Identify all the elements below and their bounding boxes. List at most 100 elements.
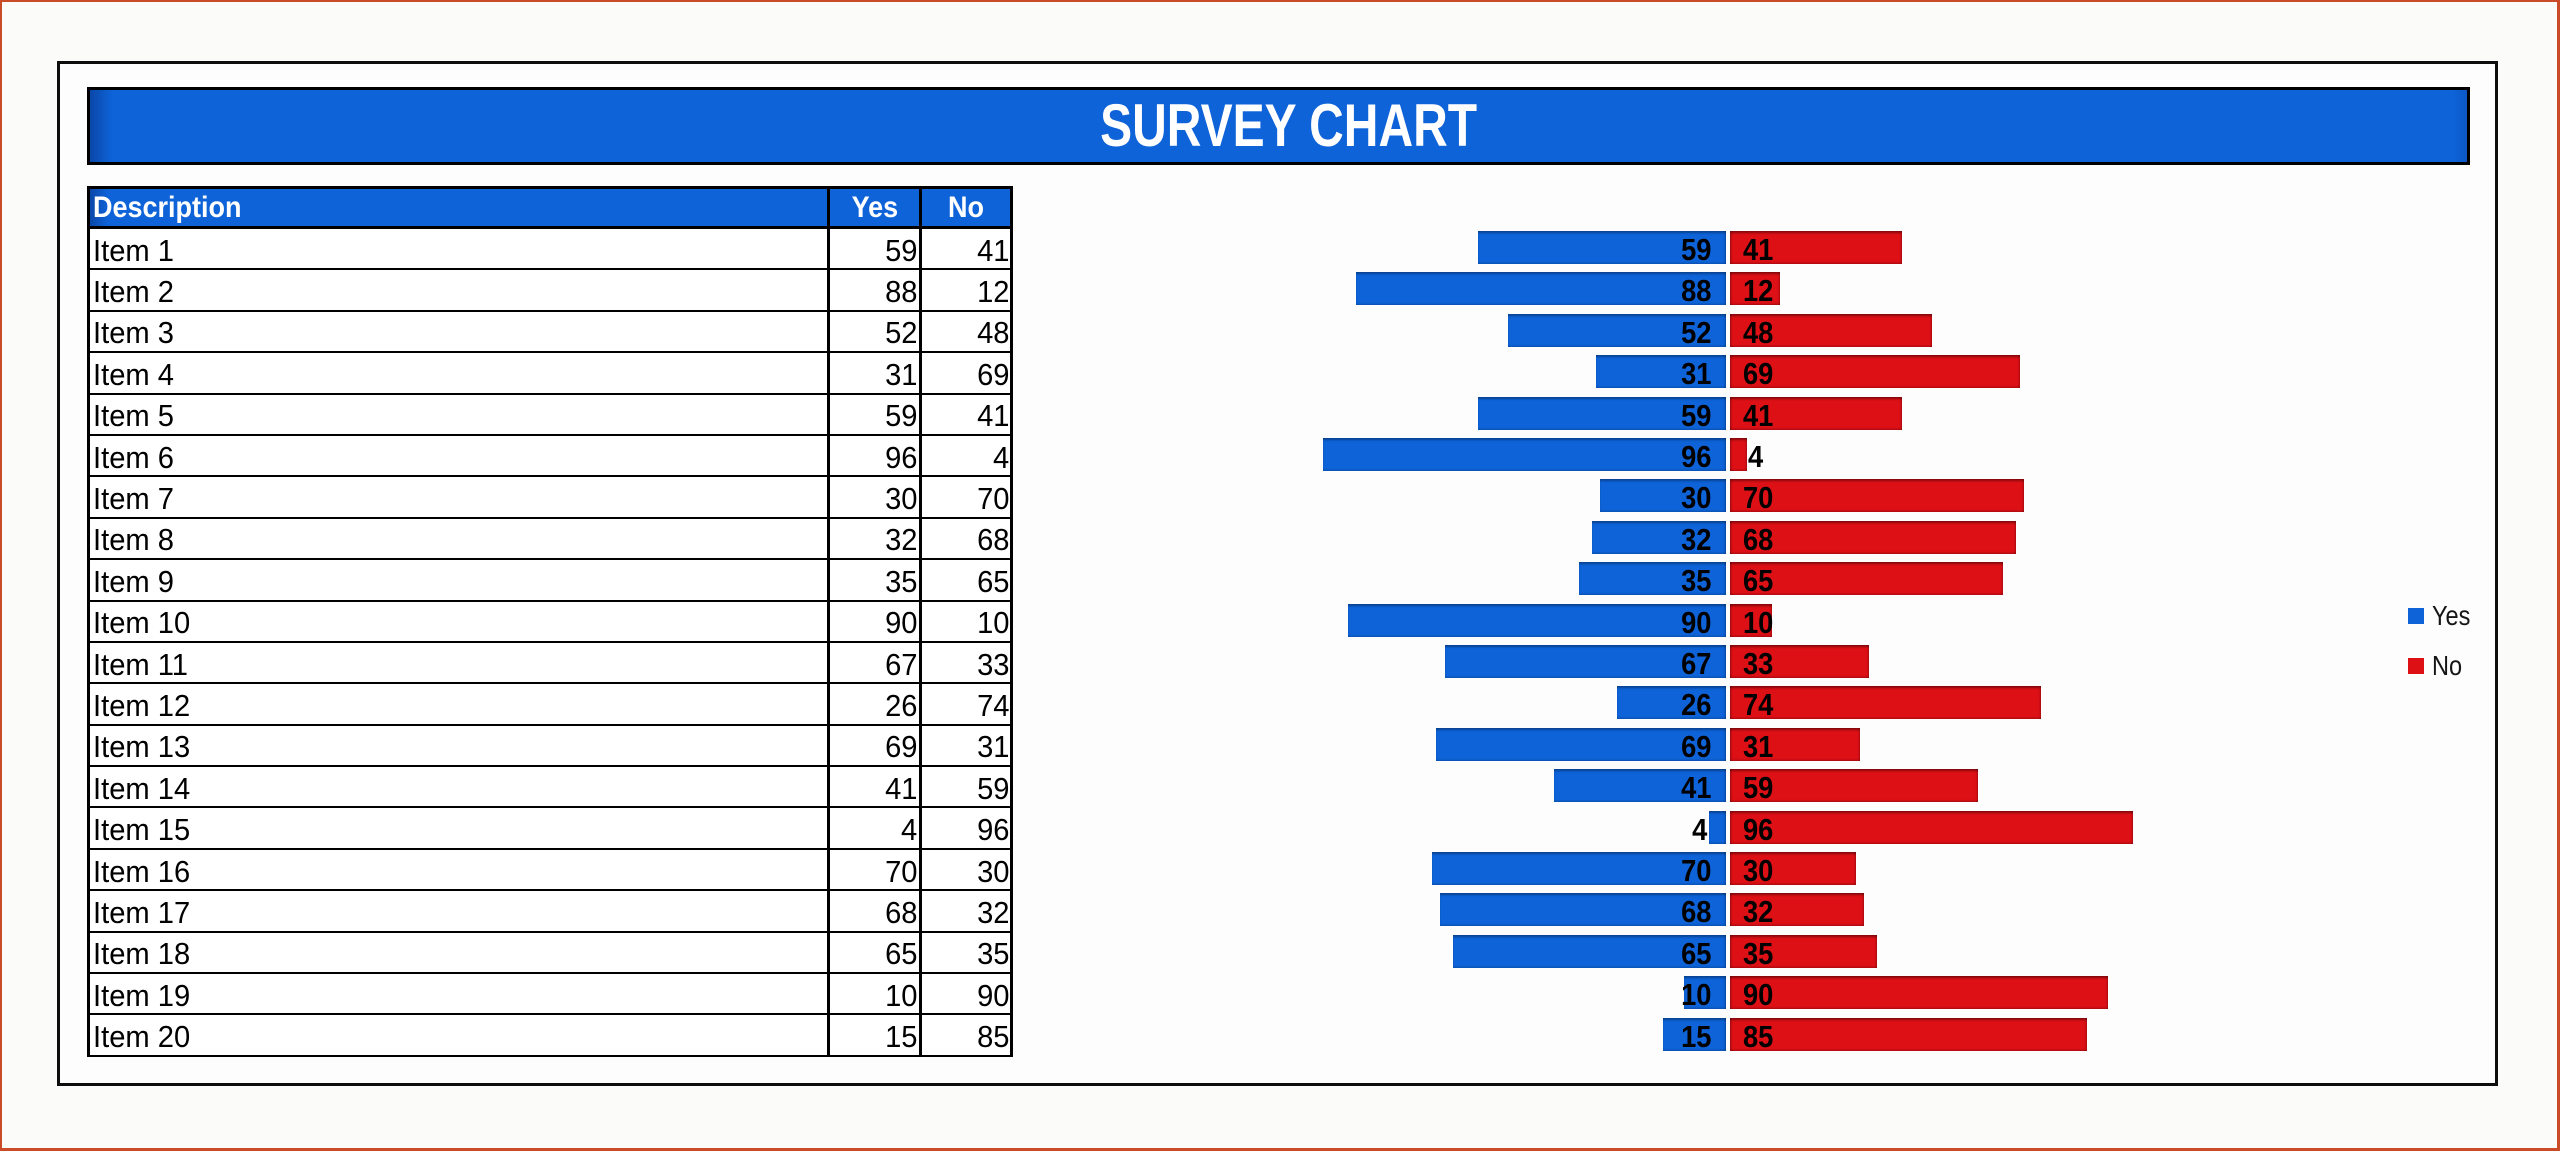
- item-description-cell-text: Item 10: [93, 605, 191, 641]
- yes-value-cell-text: 69: [884, 729, 917, 765]
- yes-bar-label-text: 26: [1680, 687, 1711, 723]
- yes-bar-label-text: 65: [1680, 935, 1711, 971]
- item-description-cell-text: Item 3: [93, 315, 174, 351]
- yes-bar: [1453, 934, 1726, 968]
- table-row: Item 15 4 96: [90, 808, 1010, 850]
- no-bar-label: 90: [1743, 976, 1777, 1012]
- no-bar-label-text: 31: [1743, 728, 1774, 764]
- no-value-cell-text: 96: [976, 812, 1009, 848]
- yes-bar-label: 68: [1677, 893, 1711, 929]
- no-bar-label-text: 96: [1743, 811, 1774, 847]
- no-bar-label: 41: [1743, 231, 1777, 267]
- no-bar: [1730, 272, 1781, 306]
- no-bar-label-text: 12: [1743, 273, 1774, 309]
- yes-bar: [1322, 438, 1726, 471]
- yes-value-cell-text: 59: [884, 232, 917, 268]
- no-value-cell: 59: [922, 767, 1010, 806]
- no-bar-label: 69: [1743, 355, 1777, 391]
- yes-value-cell-text: 35: [884, 563, 917, 599]
- yes-value-cell: 90: [830, 601, 922, 641]
- item-description-cell: Item 5: [90, 394, 830, 434]
- table-row: Item 6 96 4: [90, 435, 1010, 478]
- no-bar-label-text: 68: [1743, 521, 1774, 557]
- no-bar-label-text: 4: [1747, 439, 1763, 474]
- yes-bar: [1436, 727, 1726, 761]
- no-bar: [1730, 769, 1978, 803]
- yes-bar-label: 41: [1677, 769, 1711, 805]
- no-bar: [1730, 396, 1903, 430]
- item-description-cell: Item 16: [90, 849, 830, 890]
- no-bar-label-text: 35: [1743, 935, 1774, 971]
- item-description-cell-text: Item 15: [93, 812, 191, 848]
- yes-bar-label-text: 96: [1680, 439, 1711, 474]
- yes-value-cell-text: 67: [884, 646, 917, 682]
- item-description-cell: Item 3: [90, 311, 830, 352]
- no-bar-label-text: 85: [1743, 1018, 1774, 1054]
- no-value-cell: 30: [922, 850, 1010, 889]
- no-value-cell: 33: [922, 643, 1010, 682]
- item-description-cell-text: Item 12: [93, 687, 191, 723]
- yes-value-cell-text: 90: [884, 605, 917, 641]
- no-bar-label: 96: [1743, 811, 1777, 847]
- no-bar-label: 30: [1743, 852, 1777, 888]
- no-bar: [1730, 686, 2041, 720]
- yes-value-cell: 65: [830, 932, 922, 973]
- yes-bar-label: 31: [1677, 355, 1711, 391]
- table-row: Item 1 59 41: [90, 229, 1010, 271]
- yes-value-cell: 88: [830, 270, 922, 310]
- item-description-cell: Item 4: [90, 353, 830, 393]
- legend-no-label: No: [2432, 650, 2463, 681]
- table-row: Item 7 30 70: [90, 477, 1010, 519]
- table-row: Item 16 70 30: [90, 849, 1010, 892]
- no-value-cell-text: 85: [976, 1019, 1009, 1055]
- yes-bar-label: 4: [1690, 811, 1707, 847]
- yes-bar-label: 32: [1677, 521, 1711, 557]
- no-bar: [1730, 438, 1747, 471]
- column-header-yes-text: Yes: [851, 190, 898, 224]
- yes-bar-label-text: 10: [1680, 977, 1711, 1013]
- no-bar-label-text: 41: [1743, 397, 1774, 433]
- item-description-cell: Item 8: [90, 518, 830, 559]
- no-bar: [1730, 810, 2134, 844]
- yes-value-cell-text: 59: [884, 398, 917, 434]
- no-bar-label: 10: [1743, 604, 1777, 640]
- yes-value-cell-text: 31: [884, 356, 917, 392]
- table-row: Item 10 90 10: [90, 601, 1010, 643]
- no-value-cell-text: 41: [976, 398, 1009, 434]
- yes-bar-label-text: 90: [1680, 604, 1711, 640]
- table-header-row: Description Yes No: [90, 189, 1010, 229]
- table-body: Item 1 59 41 Item 2 88 12 Item 3 52 48 Item 4 31 69…: [90, 229, 1010, 1055]
- yes-value-cell: 31: [830, 353, 922, 393]
- table-row: Item 2 88 12: [90, 270, 1010, 312]
- no-value-cell: 31: [922, 726, 1010, 765]
- no-bar: [1730, 479, 2024, 513]
- item-description-cell: Item 20: [90, 1015, 830, 1055]
- item-description-cell: Item 11: [90, 642, 830, 683]
- no-value-cell-text: 90: [976, 977, 1009, 1013]
- yes-value-cell-text: 10: [884, 977, 917, 1013]
- no-bar-label-text: 32: [1743, 894, 1774, 930]
- no-bar-label-text: 33: [1743, 646, 1774, 681]
- yes-bar: [1553, 769, 1726, 803]
- no-value-cell-text: 69: [976, 356, 1009, 392]
- survey-table: Description Yes No Item 1 59 41 Item 2 88 12 I…: [87, 186, 1013, 1057]
- no-value-cell-text: 74: [976, 687, 1009, 723]
- item-description-cell-text: Item 5: [93, 398, 174, 434]
- no-value-cell-text: 70: [976, 481, 1009, 517]
- no-bar-label-text: 69: [1743, 356, 1774, 392]
- column-header-yes: Yes: [830, 189, 922, 226]
- item-description-cell: Item 10: [90, 601, 830, 641]
- no-value-cell: 10: [922, 602, 1010, 641]
- item-description-cell-text: Item 16: [93, 853, 191, 889]
- no-bar: [1730, 1017, 2087, 1051]
- legend-yes-swatch: [2408, 608, 2424, 624]
- yes-bar-label: 30: [1677, 479, 1711, 515]
- yes-bar: [1507, 313, 1726, 347]
- yes-value-cell: 4: [830, 808, 922, 848]
- yes-value-cell: 15: [830, 1015, 922, 1055]
- yes-bar-label-text: 15: [1680, 1018, 1711, 1054]
- yes-value-cell: 70: [830, 849, 922, 890]
- item-description-cell: Item 15: [90, 808, 830, 848]
- no-value-cell-text: 65: [976, 563, 1009, 599]
- item-description-cell-text: Item 1: [93, 232, 174, 268]
